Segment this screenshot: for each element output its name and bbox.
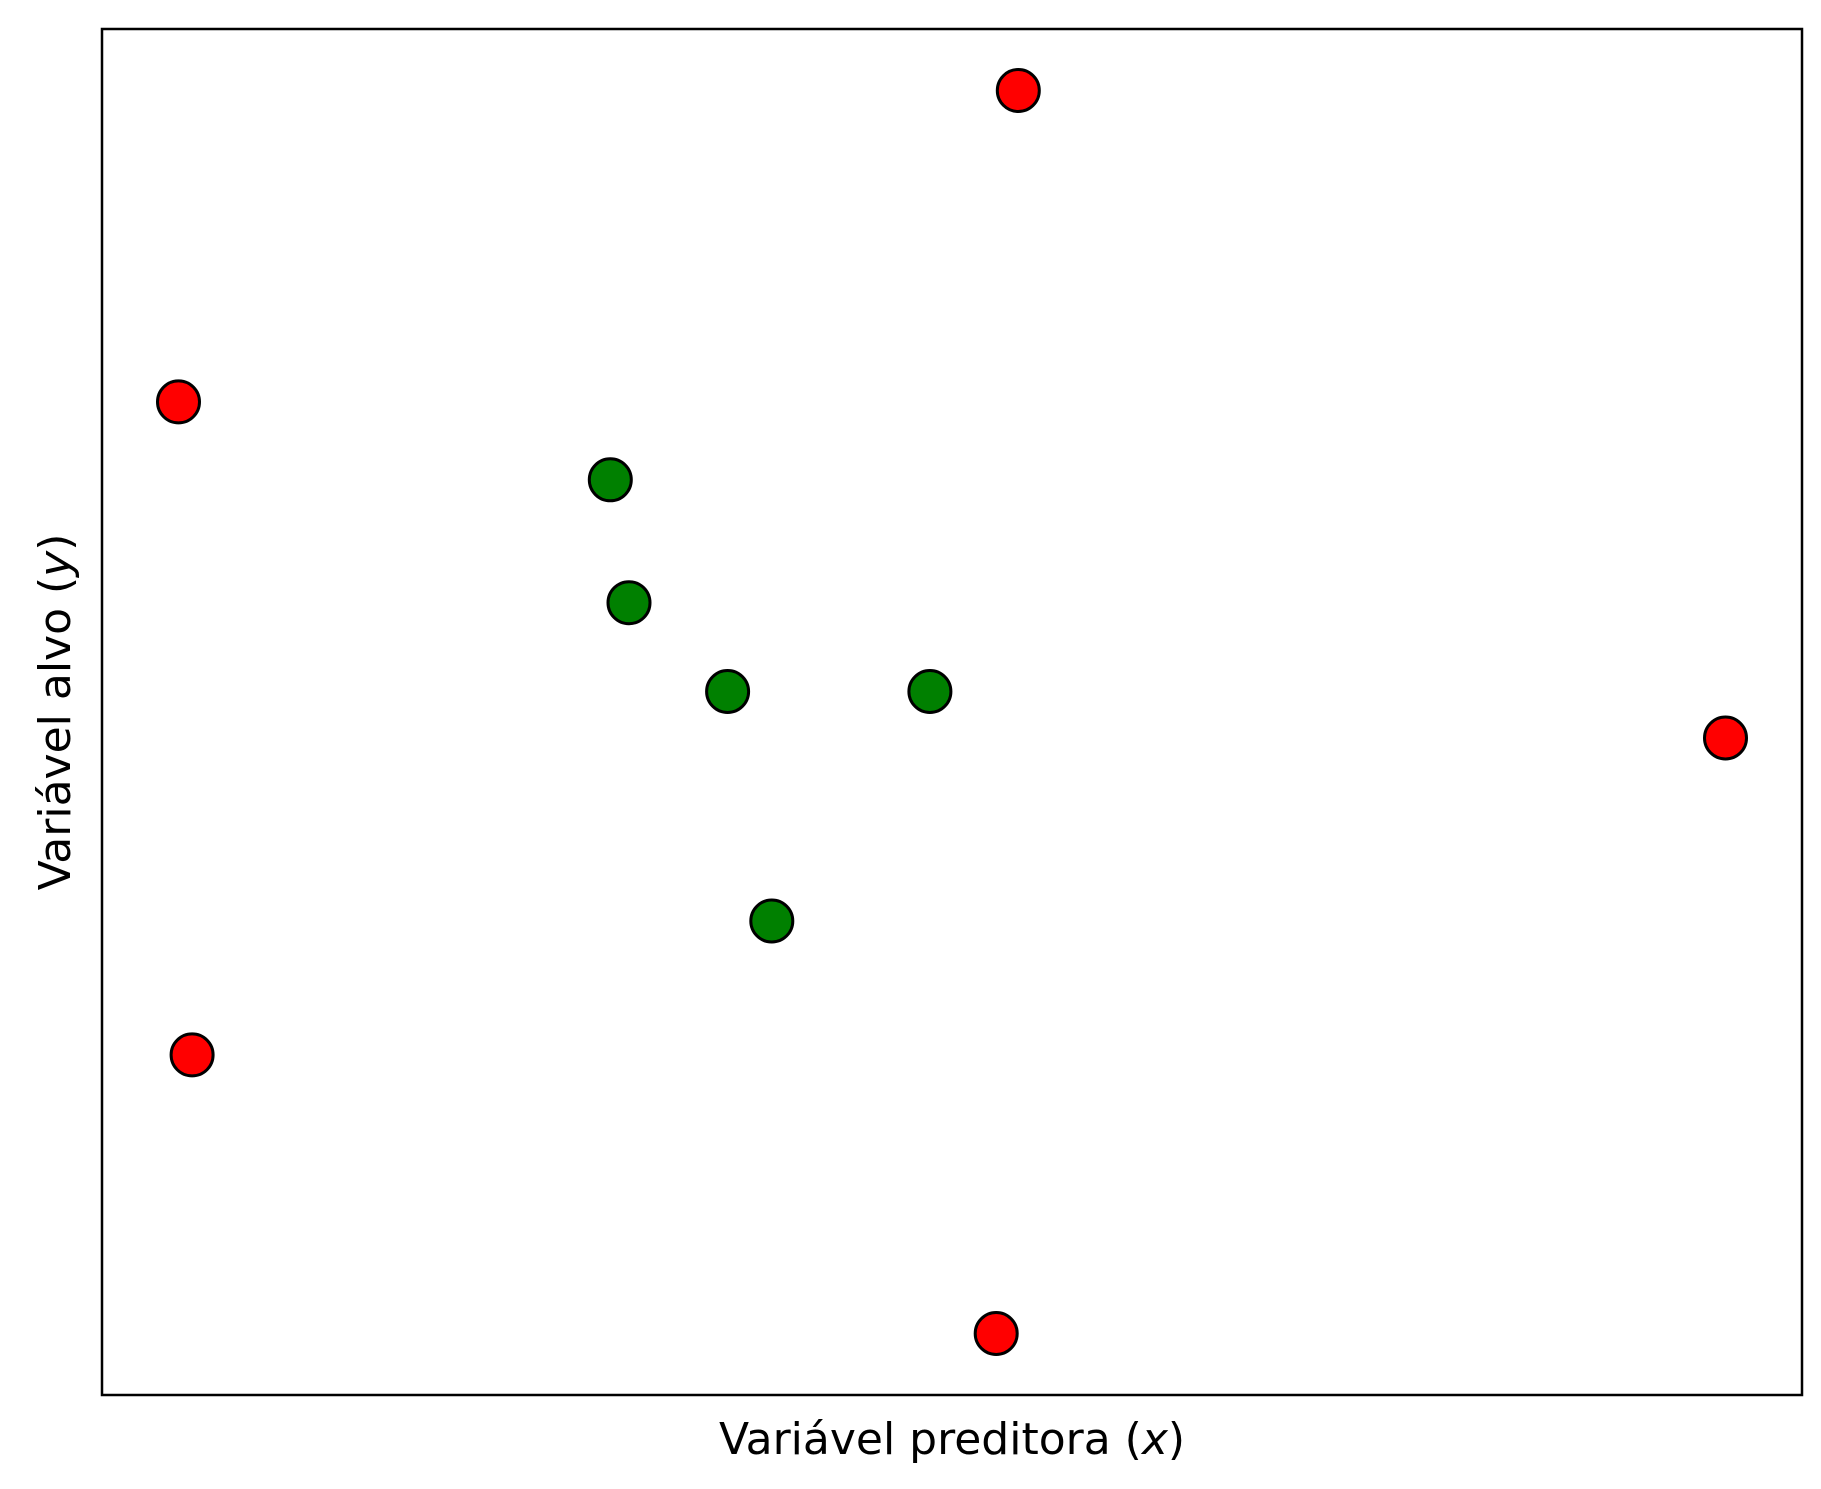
plot-area-frame: [100, 27, 1804, 1397]
points-layer: [156, 68, 1748, 1356]
scatter-point-s1-0: [587, 457, 633, 503]
scatter-point-s1-1: [606, 580, 652, 626]
scatter-point-s0-4: [973, 1311, 1019, 1356]
scatter-point-s0-3: [169, 1032, 215, 1078]
scatter-point-s0-0: [995, 68, 1041, 113]
x-axis-label: Variável preditora (x): [719, 1414, 1185, 1465]
scatter-point-s0-2: [1703, 715, 1748, 761]
scatter-point-s1-2: [705, 669, 751, 714]
scatter-point-s0-1: [156, 379, 201, 425]
y-axis-label: Variável alvo (y): [30, 534, 81, 891]
scatter-point-s1-3: [907, 669, 953, 714]
scatter-point-s1-4: [749, 898, 795, 944]
